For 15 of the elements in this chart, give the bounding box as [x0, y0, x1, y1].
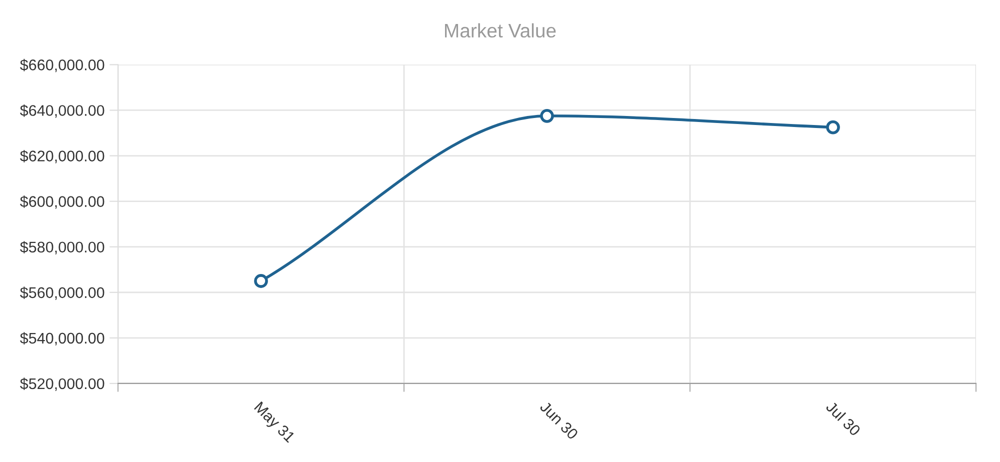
- chart-title: Market Value: [445, 23, 556, 38]
- x-tick-label: Jun 30: [539, 400, 579, 440]
- y-tick-label: $660,000.00: [20, 58, 104, 72]
- y-tick-label: $600,000.00: [20, 196, 104, 209]
- point: [540, 108, 554, 123]
- y-tick-label: $640,000.00: [20, 104, 104, 118]
- point: [826, 120, 840, 134]
- y-tick-label: $520,000.00: [20, 378, 104, 391]
- point: [254, 274, 268, 288]
- x-tick-label: Jul 30: [825, 400, 862, 436]
- y-tick-label: $620,000.00: [20, 150, 104, 164]
- x-tick-label: May 31: [252, 401, 296, 446]
- y-tick-label: $540,000.00: [20, 332, 104, 346]
- y-tick-label: $560,000.00: [20, 286, 104, 300]
- y-tick-label: $580,000.00: [20, 241, 104, 254]
